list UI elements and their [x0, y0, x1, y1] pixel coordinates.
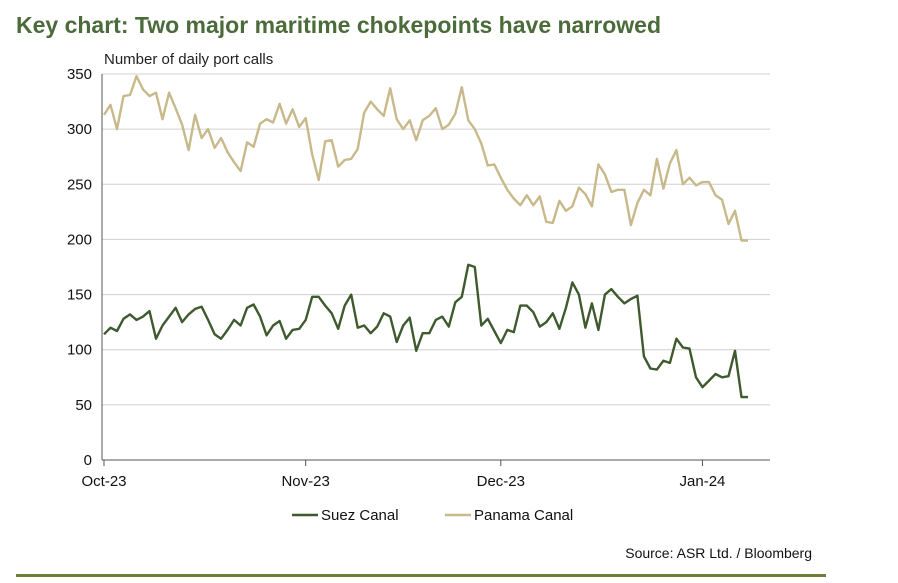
y-tick-label: 50: [75, 397, 92, 414]
x-tick-label: Nov-23: [281, 473, 329, 490]
legend-label: Suez Canal: [321, 507, 399, 524]
y-tick-label: 250: [67, 176, 92, 193]
bottom-divider: [16, 574, 826, 577]
chart-title: Key chart: Two major maritime chokepoint…: [16, 12, 662, 38]
gridlines: [101, 73, 770, 461]
series-lines: [102, 74, 748, 399]
y-tick-labels: 0 50 100 150 200 250 300 350: [67, 66, 92, 469]
legend: Suez Canal Panama Canal: [292, 507, 573, 524]
x-tick-label: Dec-23: [477, 473, 525, 490]
series-line-suez-canal: [103, 263, 748, 399]
y-tick-label: 0: [84, 452, 92, 469]
y-tick-label: 200: [67, 231, 92, 248]
source-note: Source: ASR Ltd. / Bloomberg: [625, 545, 812, 561]
x-tick-label: Oct-23: [81, 473, 126, 490]
y-tick-label: 350: [67, 66, 92, 83]
x-tick-labels: Oct-23 Nov-23 Dec-23 Jan-24: [81, 460, 725, 490]
y-tick-label: 150: [67, 287, 92, 304]
y-axis-label: Number of daily port calls: [104, 51, 274, 68]
series-line-panama-canal: [102, 74, 748, 242]
x-tick-label: Jan-24: [680, 473, 726, 490]
y-tick-label: 100: [67, 342, 92, 359]
legend-label: Panama Canal: [474, 507, 573, 524]
y-tick-label: 300: [67, 121, 92, 138]
